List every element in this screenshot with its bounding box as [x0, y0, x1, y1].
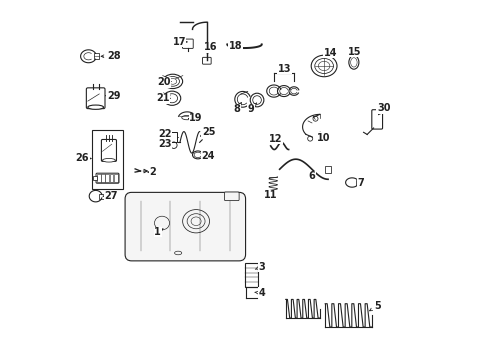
- FancyBboxPatch shape: [101, 139, 116, 161]
- FancyBboxPatch shape: [86, 88, 105, 109]
- Text: 2: 2: [147, 167, 156, 177]
- FancyBboxPatch shape: [125, 192, 245, 261]
- Text: 5: 5: [369, 301, 380, 311]
- Text: 19: 19: [188, 113, 203, 123]
- Bar: [114, 174, 117, 182]
- Bar: [109, 174, 113, 182]
- Text: 9: 9: [247, 103, 256, 114]
- FancyBboxPatch shape: [224, 192, 239, 201]
- Text: 18: 18: [228, 41, 242, 50]
- Bar: [105, 174, 109, 182]
- Text: 29: 29: [105, 91, 120, 101]
- Text: 7: 7: [357, 178, 364, 188]
- Text: 12: 12: [269, 134, 282, 144]
- Text: 14: 14: [323, 48, 337, 58]
- Text: 3: 3: [255, 262, 264, 272]
- Text: 27: 27: [103, 191, 118, 201]
- Text: 26: 26: [76, 153, 91, 163]
- Text: 28: 28: [101, 51, 120, 61]
- FancyBboxPatch shape: [371, 110, 382, 129]
- Text: 16: 16: [203, 42, 217, 54]
- Text: 1: 1: [154, 227, 163, 237]
- Text: 15: 15: [347, 46, 361, 57]
- Bar: [97, 174, 101, 182]
- FancyBboxPatch shape: [202, 57, 211, 64]
- Ellipse shape: [88, 105, 103, 109]
- Text: 10: 10: [316, 132, 329, 143]
- Text: 30: 30: [376, 103, 389, 115]
- Bar: [101, 174, 105, 182]
- Text: 20: 20: [157, 77, 171, 87]
- Bar: [325, 166, 330, 173]
- Ellipse shape: [102, 158, 115, 162]
- Bar: [171, 132, 176, 141]
- Bar: [93, 176, 97, 180]
- Text: 22: 22: [158, 129, 171, 139]
- Text: 23: 23: [158, 139, 171, 149]
- Bar: [355, 180, 359, 185]
- Bar: [93, 53, 99, 59]
- Text: 24: 24: [201, 150, 214, 161]
- Text: 17: 17: [172, 37, 186, 47]
- Text: 6: 6: [308, 171, 315, 181]
- Text: 25: 25: [200, 127, 215, 136]
- Text: 13: 13: [277, 64, 291, 74]
- Bar: [92, 130, 122, 189]
- Text: 21: 21: [156, 93, 170, 103]
- Bar: [99, 194, 103, 199]
- Bar: [244, 263, 258, 287]
- FancyBboxPatch shape: [182, 39, 193, 48]
- Text: 8: 8: [233, 103, 241, 114]
- Text: 4: 4: [254, 288, 264, 298]
- Text: 11: 11: [263, 190, 277, 200]
